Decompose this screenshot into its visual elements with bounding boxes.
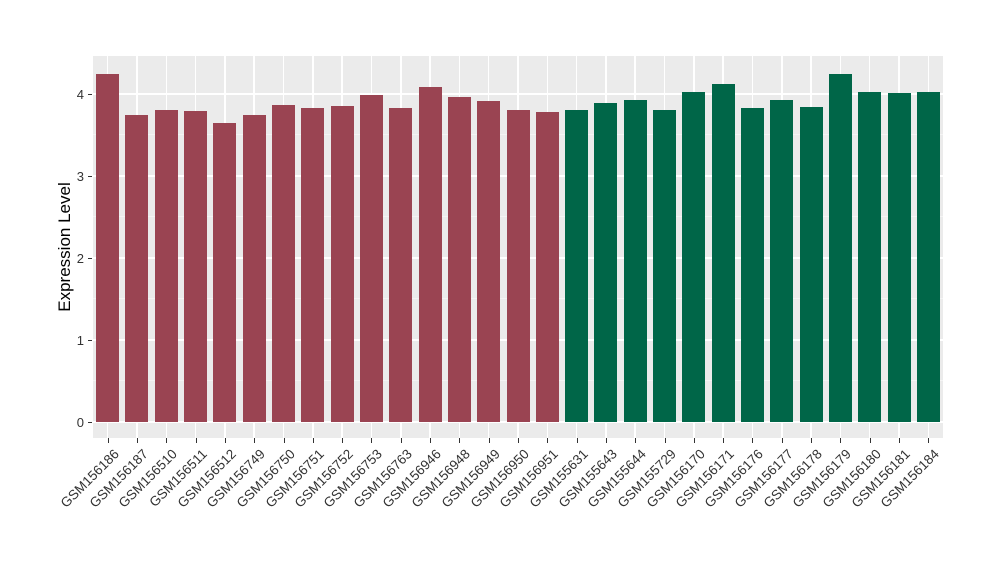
bar-GSM156946 <box>418 86 442 422</box>
bar-GSM156749 <box>242 114 266 422</box>
x-tick-mark <box>723 438 725 443</box>
bar-GSM156753 <box>359 94 383 422</box>
x-tick-mark <box>488 438 490 443</box>
x-tick-mark <box>518 438 519 443</box>
bar-GSM155729 <box>653 110 677 422</box>
x-tick-mark <box>195 438 197 443</box>
bar-GSM156512 <box>213 122 237 422</box>
bar-GSM156951 <box>535 112 559 422</box>
bar-GSM156187 <box>125 115 149 422</box>
y-tick-label: 4 <box>76 87 84 102</box>
x-tick-mark <box>254 438 256 443</box>
bar-GSM156171 <box>711 84 735 422</box>
y-axis-title: Expression Level <box>55 182 74 312</box>
bar-GSM156950 <box>506 109 530 422</box>
x-tick-mark <box>136 438 138 443</box>
x-tick-mark <box>693 438 695 443</box>
bar-GSM156181 <box>887 93 911 422</box>
bar-GSM156179 <box>828 74 852 422</box>
bar-GSM156178 <box>799 107 823 422</box>
bar-GSM155631 <box>565 109 589 422</box>
bar-GSM156176 <box>740 107 764 422</box>
bar-GSM156184 <box>916 91 940 422</box>
x-tick-mark <box>371 438 373 443</box>
y-tick-label: 1 <box>76 333 84 348</box>
y-tick-mark <box>88 422 92 423</box>
x-tick-mark <box>430 438 432 443</box>
x-tick-mark <box>283 438 285 443</box>
y-tick-mark <box>88 258 92 259</box>
x-tick-mark <box>811 438 813 443</box>
bar-GSM156751 <box>301 107 325 422</box>
x-tick-mark <box>107 438 109 443</box>
bar-GSM156186 <box>96 74 120 422</box>
bar-GSM156177 <box>770 99 794 422</box>
y-tick-label: 2 <box>76 251 84 266</box>
bar-GSM156170 <box>682 91 706 422</box>
x-tick-mark <box>547 438 549 443</box>
x-tick-mark <box>899 438 901 443</box>
x-tick-mark <box>664 438 666 443</box>
bar-GSM156949 <box>477 101 501 422</box>
x-tick-mark <box>635 438 637 443</box>
x-tick-mark <box>840 438 842 443</box>
bar-GSM156763 <box>389 107 413 422</box>
x-tick-mark <box>576 438 578 443</box>
x-tick-mark <box>781 438 783 443</box>
x-tick-mark <box>224 438 226 443</box>
x-tick-mark <box>342 438 344 443</box>
x-tick-mark <box>459 438 461 443</box>
bar-GSM156510 <box>154 110 178 422</box>
plot-panel <box>93 56 943 438</box>
x-tick-mark <box>605 438 607 443</box>
x-tick-mark <box>400 438 402 443</box>
bar-GSM156180 <box>858 91 882 422</box>
y-tick-mark <box>88 94 92 95</box>
x-tick-mark <box>869 438 871 443</box>
y-tick-mark <box>88 340 92 341</box>
x-tick-mark <box>928 438 930 443</box>
bar-GSM156511 <box>184 111 208 422</box>
bar-GSM156752 <box>330 106 354 422</box>
bar-GSM156948 <box>447 97 471 422</box>
x-tick-mark <box>166 438 168 443</box>
bar-GSM156750 <box>272 104 296 422</box>
y-tick-mark <box>88 176 92 177</box>
y-tick-label: 3 <box>76 169 84 184</box>
x-tick-mark <box>312 438 314 443</box>
bar-GSM155644 <box>623 99 647 422</box>
x-tick-mark <box>752 438 754 443</box>
bar-GSM155643 <box>594 103 618 422</box>
y-tick-label: 0 <box>76 415 84 430</box>
